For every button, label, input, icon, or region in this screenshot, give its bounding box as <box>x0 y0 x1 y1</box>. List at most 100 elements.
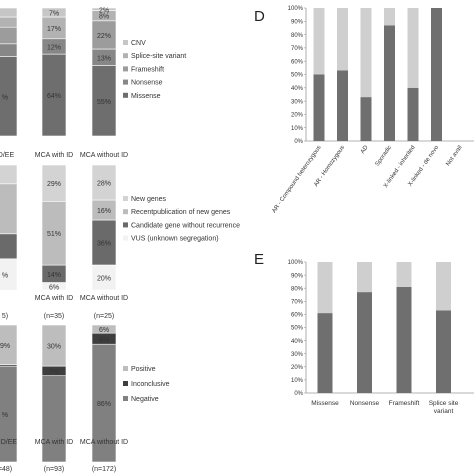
bar-p1-id-ee-nonsense <box>0 43 18 57</box>
y-tick-label-pD-0: 0% <box>294 139 303 145</box>
n-label-p3-id-ee: =48) <box>0 466 12 473</box>
category-label-pE-frameshift: Frameshift <box>389 400 420 407</box>
bar-pD-sporadic-light <box>384 8 395 26</box>
bar-pE-frameshift-light <box>396 262 412 287</box>
data-label-p2-mca-without-id-candidate-gene-without-recurrence: 36% <box>97 241 111 248</box>
legend-swatch-p1-cnv <box>123 40 128 45</box>
bar-pE-missense-light <box>317 262 333 314</box>
y-tick-label-pD-9: 90% <box>291 20 304 26</box>
category-label-p1-mca-with-id: MCA with ID <box>35 152 74 159</box>
category-label-pD-ad: AD <box>360 144 370 155</box>
y-tick-label-pD-5: 50% <box>291 73 304 79</box>
data-label-p1-mca-with-id-nonsense: 12% <box>47 44 61 51</box>
category-label-p1-id-ee: ID/EE <box>0 152 14 159</box>
legend-label-p1-missense: Missense <box>131 93 161 100</box>
y-tick-label-pD-10: 100% <box>288 6 304 12</box>
bar-p1-id-ee-cnv <box>0 7 18 18</box>
bar-p3-mca-without-id-positive <box>91 324 117 334</box>
data-label-p2-mca-with-id-recentpublication-of-new-genes: 51% <box>47 231 61 238</box>
n-label-p3-mca-without-id: (n=172) <box>92 466 116 473</box>
bar-p3-id-ee-positive <box>0 324 18 366</box>
legend-label-p2-vus-unknown-segregation: VUS (unknown segregation) <box>131 236 219 243</box>
data-label-p2-mca-without-id-new-genes: 28% <box>97 181 111 188</box>
legend-swatch-p1-splice-site-variant <box>123 53 128 59</box>
bar-p1-mca-without-id-frameshift <box>91 20 117 50</box>
bar-pE-nonsense-dark <box>357 292 372 393</box>
data-label-p1-id-ee-missense: % <box>2 94 8 101</box>
y-tick-label-pD-4: 40% <box>291 86 304 92</box>
bar-pE-nonsense-light <box>357 262 372 293</box>
data-label-p3-mca-without-id-positive: 6% <box>99 327 109 334</box>
y-tick-label-pD-3: 30% <box>291 99 304 105</box>
legend-swatch-p2-recentpublication-of-new-genes <box>123 209 128 215</box>
y-tick-label-pE-5: 50% <box>291 326 304 332</box>
data-label-p1-mca-without-id-splice-site-variant: 8% <box>99 14 109 21</box>
y-tick-label-pD-2: 20% <box>291 113 304 119</box>
bar-pD-ar-compound-heterozygous-light <box>313 8 325 75</box>
panel-e-variant-class: E 0% 10% 20% 30% 40% 50% 60% 70% 80% 90% 100% Misse… <box>254 251 474 415</box>
n-label-p2-mca-with-id: (n=35) <box>44 313 64 320</box>
data-label-p3-id-ee-negative: % <box>2 412 8 419</box>
bar-p1-mca-without-id-cnv <box>91 7 117 11</box>
y-tick-label-pE-8: 80% <box>291 286 304 292</box>
category-label-pD-not-avail: Not avail <box>445 145 463 168</box>
data-label-p3-mca-with-id-positive: 30% <box>47 344 61 351</box>
bar-pD-x-linked-inherited-light <box>407 8 419 88</box>
data-label-p1-mca-with-id-missense: 64% <box>47 93 61 100</box>
panel-d-inheritance: D 0% 10% 20% 30% 40% 50% 60% 70% 80% 90% 100% AR - … <box>254 6 474 214</box>
bar-p2-id-ee-new-genes <box>0 164 18 185</box>
data-label-p2-mca-with-id-vus-unknown-segregation: 6% <box>49 284 59 291</box>
category-label-p2-mca-with-id: MCA with ID <box>35 295 74 302</box>
n-label-p2-mca-without-id: (n=25) <box>94 313 114 320</box>
data-label-p3-mca-without-id-inconclusive: 8% <box>99 337 109 344</box>
category-label-p1-mca-without-id: MCA without ID <box>80 152 128 159</box>
legend-label-p2-candidate-gene-without-recurrence: Candidate gene without recurrence <box>131 222 240 229</box>
y-tick-label-pE-1: 10% <box>291 378 304 384</box>
data-label-p2-mca-with-id-new-genes: 29% <box>47 181 61 188</box>
category-label-pE-splice-site-variant: Splice site variant <box>429 400 459 415</box>
y-tick-label-pD-7: 70% <box>291 46 304 52</box>
y-tick-label-pE-2: 20% <box>291 365 304 371</box>
legend-swatch-p1-nonsense <box>123 79 128 85</box>
data-label-p2-id-ee-vus-unknown-segregation: % <box>2 272 8 279</box>
category-label-pD-sporadic: Sporadic <box>375 145 394 168</box>
category-label-p3-mca-with-id: MCA with ID <box>35 439 74 446</box>
bar-p2-id-ee-recentpublication-of-new-genes <box>0 183 18 235</box>
legend-label-p3-positive: Positive <box>131 366 156 373</box>
y-tick-label-pE-9: 90% <box>291 273 304 279</box>
bar-pD-x-linked-de-novo-dark <box>431 8 442 141</box>
legend-swatch-p3-inconclusive <box>123 381 128 386</box>
bar-p2-id-ee-candidate-gene-without-recurrence <box>0 233 18 260</box>
bar-p3-mca-with-id-negative <box>41 375 67 463</box>
panel-variant-types: %ID/EE20)64%12%17%7%MCA with ID(n=42)55%… <box>0 7 186 177</box>
category-label-pD-ar-compound-heterozygous: AR - Compound heterozygous <box>271 145 322 215</box>
legend-label-p1-nonsense: Nonsense <box>131 80 163 87</box>
legend-swatch-p3-negative <box>123 396 128 401</box>
bar-p2-mca-without-id-candidate-gene-without-recurrence <box>91 219 117 266</box>
data-label-p1-mca-without-id-nonsense: 13% <box>97 55 111 62</box>
panel-label-e: E <box>254 251 264 268</box>
category-label-p2-mca-without-id: MCA without ID <box>80 295 128 302</box>
data-label-p3-mca-with-id-inconclusive: 7% <box>49 369 59 376</box>
panel-test-outcome: % 9% d ID/EE =48) 7% 30% MCA with ID (n=93) 86% 8… <box>0 324 170 473</box>
legend-swatch-p1-missense <box>123 92 128 98</box>
legend-swatch-p2-vus-unknown-segregation <box>123 235 128 241</box>
bar-p2-mca-without-id-new-genes <box>91 164 117 201</box>
data-label-p2-mca-without-id-recentpublication-of-new-genes: 16% <box>97 208 111 215</box>
bar-pD-ad-dark <box>360 97 372 141</box>
y-tick-label-pE-3: 30% <box>291 352 304 358</box>
bar-pD-ar-homozygous-dark <box>337 70 348 141</box>
legend-swatch-p1-frameshift <box>123 66 128 72</box>
data-label-p1-mca-with-id-splice-site-variant: 17% <box>47 26 61 33</box>
y-tick-label-pE-7: 70% <box>291 300 304 306</box>
panel-gene-status: % 5) 6% 14% 51% 29% MCA with ID (n=35) 20% 36% 16%… <box>0 164 240 320</box>
data-label-p3-id-ee-positive: 9% <box>0 343 10 350</box>
bar-pE-splice-site-variant-dark <box>436 310 451 393</box>
legend-label-p1-frameshift: Frameshift <box>131 66 164 73</box>
bar-pD-ar-compound-heterozygous-dark <box>313 74 325 141</box>
y-tick-label-pE-10: 100% <box>288 260 304 266</box>
category-label-p3-mca-without-id: MCA without ID <box>80 439 128 446</box>
data-label-p1-mca-without-id-cnv: 2% <box>99 7 109 14</box>
category-label-p3-id-ee: d ID/EE <box>0 439 17 446</box>
